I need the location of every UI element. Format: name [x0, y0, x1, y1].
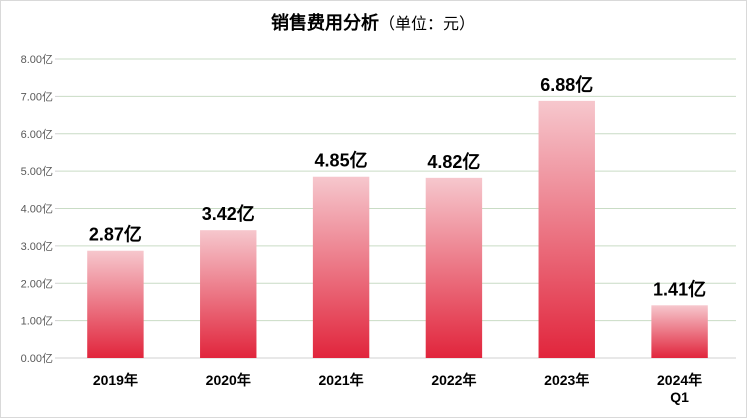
bars — [87, 100, 708, 359]
bar — [312, 176, 370, 358]
data-label: 1.41亿 — [653, 278, 706, 299]
y-tick-label: 3.00亿 — [21, 240, 53, 253]
x-axis-ticks: 2019年 2020年 2021年 2022年 2023年 2024年 Q1 — [93, 372, 702, 405]
data-label: 4.82亿 — [427, 151, 480, 172]
data-label: 2.87亿 — [89, 224, 142, 245]
bar — [538, 100, 595, 359]
x-tick-label: 2019年 — [93, 372, 138, 388]
bar — [200, 230, 257, 358]
bar — [87, 250, 144, 358]
data-label: 3.42亿 — [202, 203, 255, 224]
gridlines — [55, 58, 736, 359]
x-tick-label: 2023年 — [544, 372, 589, 388]
x-tick-label: 2021年 — [319, 372, 364, 388]
x-tick-label: 2024年 Q1 — [657, 372, 702, 405]
y-tick-label: 4.00亿 — [21, 203, 53, 216]
x-tick-label: 2022年 — [431, 372, 476, 388]
bar — [651, 305, 708, 358]
chart-title-main: 销售费用分析 — [271, 12, 379, 33]
y-axis-ticks: 0.00亿 1.00亿 2.00亿 3.00亿 4.00亿 5.00亿 6.00亿 7.00亿… — [21, 53, 53, 365]
bar — [425, 177, 483, 358]
y-tick-label: 0.00亿 — [21, 352, 53, 365]
y-tick-label: 8.00亿 — [21, 53, 53, 66]
chart-title: 销售费用分析（单位：元） — [271, 12, 475, 33]
y-tick-label: 1.00亿 — [21, 315, 53, 328]
y-tick-label: 5.00亿 — [21, 165, 53, 178]
y-tick-label: 2.00亿 — [21, 277, 53, 290]
y-tick-label: 6.00亿 — [21, 128, 53, 141]
chart-title-unit: （单位：元） — [379, 15, 475, 33]
data-labels: 2.87亿 3.42亿 4.85亿 4.82亿 6.88亿 1.41亿 — [89, 74, 706, 299]
x-tick-label: 2020年 — [206, 372, 251, 388]
y-tick-label: 7.00亿 — [21, 90, 53, 103]
data-label: 4.85亿 — [315, 150, 368, 171]
data-label: 6.88亿 — [540, 74, 593, 95]
